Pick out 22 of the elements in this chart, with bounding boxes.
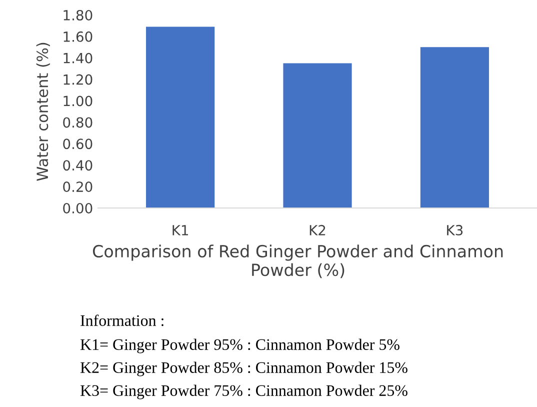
text: K2= Ginger Powder 85% : Cinnamon Powder 15% [80, 362, 408, 376]
y-tick-label: 0.60 [63, 138, 92, 150]
x-tick-label: K3 [447, 224, 463, 236]
y-tick-label: 1.60 [64, 31, 92, 42]
bar [146, 26, 215, 208]
x-tick-label: K2 [310, 224, 326, 236]
bar [420, 47, 489, 208]
y-tick-label: 1.80 [64, 10, 92, 20]
y-tick-label: 1.20 [64, 74, 92, 85]
y-axis-title: Water content (%) [36, 42, 50, 181]
y-tick-label: 0.20 [63, 182, 92, 192]
y-tick-label: 1.00 [64, 96, 92, 106]
text: K3= Ginger Powder 75% : Cinnamon Powder 25% [80, 384, 408, 400]
y-tick-label: 0.80 [63, 117, 92, 128]
text: K1= Ginger Powder 95% : Cinnamon Powder 5% [80, 338, 400, 354]
y-tick-label: 0.00 [63, 202, 92, 214]
x-tick-label: K1 [172, 225, 188, 236]
x-axis-title: Comparison of Red Ginger Powder and Cinnamon Powder (%) [92, 244, 503, 278]
bar [283, 63, 352, 208]
y-tick-label: 0.40 [63, 160, 92, 171]
text: Information : [80, 314, 164, 326]
y-tick-label: 1.40 [64, 52, 92, 64]
